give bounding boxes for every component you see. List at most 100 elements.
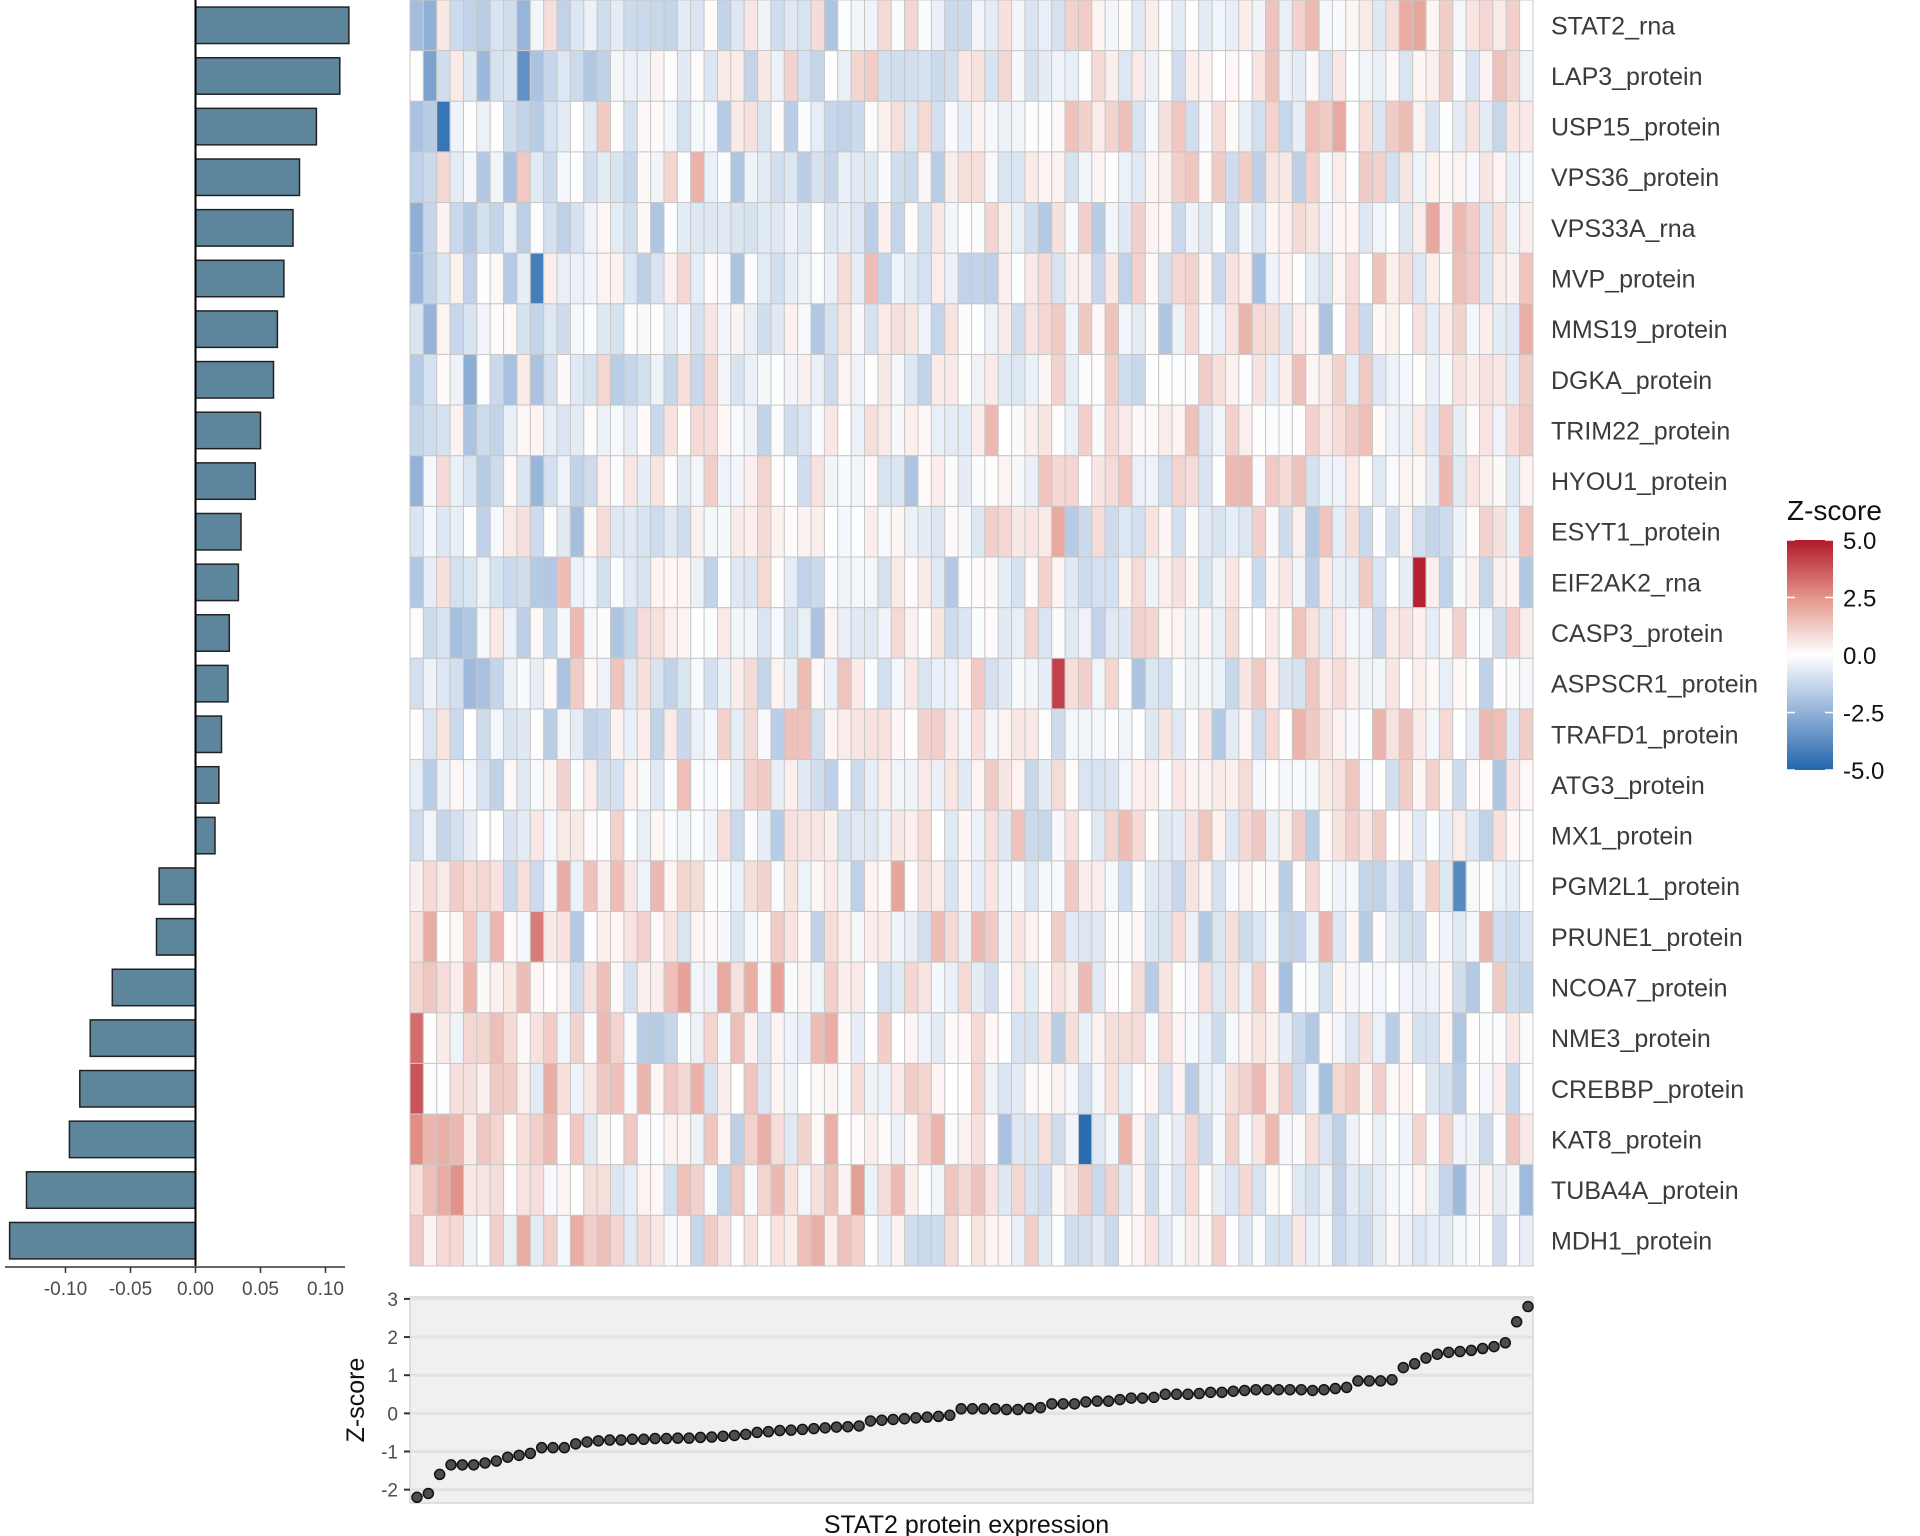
heatmap-cell: [1492, 860, 1507, 913]
heatmap-cell: [1238, 151, 1253, 204]
heatmap-cell: [1345, 1164, 1360, 1216]
heatmap-cell: [957, 1164, 973, 1216]
heatmap-cell: [1438, 860, 1454, 913]
heatmap-cell: [957, 708, 973, 761]
heatmap-cell: [569, 1113, 585, 1166]
heatmap-cell: [930, 353, 946, 406]
heatmap-cell: [516, 1012, 531, 1064]
heatmap-cell: [1238, 353, 1253, 406]
heatmap-cell: [864, 455, 879, 507]
heatmap-cell: [757, 657, 772, 710]
heatmap-cell: [837, 151, 852, 204]
heatmap-cell: [1051, 809, 1066, 862]
heatmap-cell: [1171, 860, 1186, 913]
heatmap-cell: [944, 353, 959, 406]
heatmap-cell: [997, 0, 1013, 52]
heatmap-cell: [1198, 607, 1213, 659]
heatmap-cell: [529, 303, 545, 355]
heatmap-cell: [1118, 303, 1133, 355]
heatmap-cell: [690, 809, 705, 862]
heatmap-cell: [837, 860, 852, 913]
heatmap-cell: [543, 809, 558, 862]
heatmap-cell: [636, 252, 652, 305]
heatmap-cell: [1372, 455, 1387, 507]
heatmap-cell: [583, 1062, 598, 1115]
heatmap-cell: [449, 404, 464, 457]
heatmap-cell: [864, 809, 879, 862]
heatmap-cell: [1064, 607, 1079, 659]
heatmap-cell: [823, 556, 839, 609]
heatmap-cell: [1171, 353, 1186, 406]
heatmap-cell: [1091, 657, 1106, 710]
heatmap-cell: [409, 961, 424, 1014]
heatmap-cell: [1492, 556, 1507, 609]
heatmap-cell: [1104, 607, 1120, 659]
heatmap-cell: [610, 607, 625, 659]
heatmap-cell: [1091, 505, 1106, 558]
heatmap-cell: [610, 1164, 625, 1216]
heatmap-cell: [636, 1012, 652, 1064]
heatmap-cell: [997, 1062, 1013, 1115]
heatmap-cell: [1519, 505, 1534, 558]
heatmap-cell: [1519, 202, 1534, 254]
heatmap-cell: [890, 404, 906, 457]
heatmap-cell: [904, 404, 919, 457]
heatmap-cell: [997, 556, 1013, 609]
heatmap-cell: [1519, 1062, 1534, 1115]
heatmap-cell: [1479, 911, 1494, 963]
heatmap-cell: [1331, 961, 1347, 1014]
heatmap-cell: [1291, 202, 1307, 254]
scatter-point: [1329, 1382, 1342, 1395]
scatter-point: [479, 1457, 491, 1469]
heatmap-cell: [1345, 809, 1360, 862]
heatmap-cell: [971, 100, 986, 153]
heatmap-cell: [904, 50, 919, 102]
heatmap-cell: [716, 708, 732, 761]
heatmap-cell: [770, 1113, 785, 1166]
row-label-KAT8_protein: KAT8_protein: [1551, 1126, 1702, 1154]
heatmap-cell: [783, 353, 799, 406]
heatmap-cell: [1438, 202, 1454, 254]
heatmap-cell: [489, 404, 505, 457]
heatmap-cell: [1091, 809, 1106, 862]
heatmap-cell: [904, 252, 919, 305]
heatmap-cell: [770, 1164, 785, 1216]
heatmap-cell: [1438, 1113, 1454, 1166]
heatmap-cell: [890, 1164, 906, 1216]
heatmap-cell: [449, 759, 464, 811]
heatmap-cell: [944, 759, 959, 811]
heatmap-cell: [1425, 252, 1440, 305]
scatter-point: [1397, 1361, 1410, 1374]
heatmap-cell: [1184, 1214, 1200, 1267]
heatmap-cell: [623, 505, 638, 558]
scatter-point: [944, 1409, 956, 1422]
scatter-y-tick-label: 3: [387, 1290, 398, 1311]
heatmap-cell: [1238, 100, 1253, 153]
heatmap-cell: [596, 961, 612, 1014]
heatmap-cell: [864, 708, 879, 761]
heatmap-cell: [1051, 961, 1066, 1014]
heatmap-cell: [757, 860, 772, 913]
heatmap-cell: [904, 1164, 919, 1216]
heatmap-cell: [1225, 961, 1240, 1014]
heatmap-cell: [783, 860, 799, 913]
heatmap-cell: [1198, 809, 1213, 862]
heatmap-cell: [1158, 151, 1173, 204]
heatmap-cell: [650, 1214, 665, 1267]
heatmap-cell: [1519, 1113, 1534, 1166]
heatmap-cell: [877, 404, 892, 457]
heatmap-cell: [1425, 100, 1440, 153]
heatmap-cell: [783, 1012, 799, 1064]
heatmap-cell: [743, 961, 759, 1014]
heatmap-cell: [543, 100, 558, 153]
heatmap-cell: [569, 252, 585, 305]
heatmap-cell: [850, 860, 866, 913]
heatmap-cell: [984, 455, 999, 507]
heatmap-cell: [1505, 1113, 1521, 1166]
heatmap-cell: [529, 151, 545, 204]
heatmap-cell: [449, 353, 464, 406]
heatmap-cell: [1037, 961, 1053, 1014]
heatmap-cell: [1358, 556, 1374, 609]
heatmap-cell: [623, 404, 638, 457]
heatmap-cell: [650, 1164, 665, 1216]
